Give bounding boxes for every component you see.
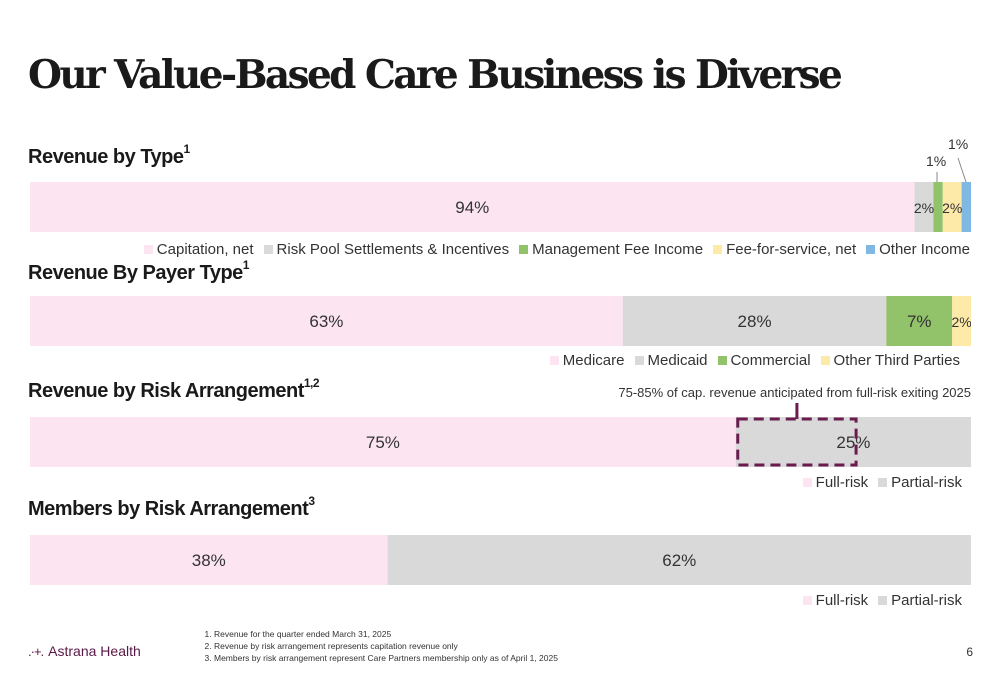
legend-swatch [549, 356, 559, 365]
footnote-2: Revenue by risk arrangement represents c… [214, 640, 558, 652]
legend-swatch [820, 356, 830, 365]
annotation-box [736, 417, 858, 467]
data-label-fee-for-service-net: 2% [942, 200, 962, 216]
legend-label: Fee-for-service, net [726, 241, 857, 258]
bar-segment-full-risk [30, 535, 388, 585]
astrana-logo: .·+. Astrana Health [28, 643, 141, 659]
astrana-logo-icon: .·+. [28, 643, 44, 659]
legend-swatch [802, 596, 812, 605]
legend-label: Management Fee Income [532, 241, 704, 258]
data-label-other-third-parties: 2% [951, 314, 971, 330]
bar-svg-members-by-risk: 38% 62% [30, 535, 971, 585]
bar-svg-revenue-by-payer: 63% 28% 7% 2% [30, 296, 971, 346]
legend-swatch [263, 245, 273, 254]
bar-segment-medicaid [622, 296, 887, 346]
bar-segment-partial-risk [735, 417, 971, 467]
bar-segment-capitation-net [30, 182, 915, 232]
legend-swatch [717, 356, 727, 365]
legend-item-commercial: Commercial [717, 352, 811, 369]
bar-revenue-by-payer: 63% 28% 7% 2% [30, 296, 971, 346]
legend-swatch [143, 245, 153, 254]
chart-title-revenue-by-risk: Revenue by Risk Arrangement1,2 [28, 376, 320, 402]
logo-text: Astrana Health [48, 643, 141, 659]
legend-swatch [519, 245, 529, 254]
legend-swatch [713, 245, 723, 254]
callout-leaders [936, 157, 967, 183]
bar-members-by-risk: 38% 62% [30, 535, 971, 585]
bar-segment-other-third-parties [952, 296, 971, 346]
legend-swatch [634, 356, 644, 365]
legend-label: Other Third Parties [833, 352, 960, 369]
legend-label: Full-risk [815, 592, 869, 609]
chart-title-revenue-by-type: Revenue by Type1 [28, 142, 190, 168]
data-label-risk-pool-settlements-incentives: 2% [914, 200, 934, 216]
legend-item-medicaid: Medicaid [634, 352, 708, 369]
data-label-commercial: 7% [907, 312, 932, 331]
legend-swatch [866, 245, 876, 254]
legend-item-medicare: Medicare [549, 352, 625, 369]
legend-members-by-risk: Full-risk Partial-risk [802, 592, 962, 609]
leader-other-income [957, 157, 967, 183]
bar-revenue-by-type: 94% 2% 2% [30, 182, 971, 232]
data-label-medicaid: 28% [738, 312, 772, 331]
bar-segment-management-fee-income [933, 182, 943, 232]
legend-swatch [878, 478, 888, 487]
bar-revenue-by-risk: 75% 25% [30, 403, 971, 467]
legend-item-partial-risk: Partial-risk [878, 474, 962, 491]
bar-segment-fee-for-service-net [942, 182, 962, 232]
legend-label: Capitation, net [156, 241, 254, 258]
legend-label: Risk Pool Settlements & Incentives [276, 241, 510, 258]
bar-segment-other-income [961, 182, 971, 232]
legend-label: Medicare [562, 352, 625, 369]
legend-item-other-income: Other Income [866, 241, 970, 258]
callout-other-income-label: 1% [948, 136, 969, 152]
legend-label: Medicaid [647, 352, 708, 369]
legend-item-other-third-parties: Other Third Parties [820, 352, 960, 369]
bar-segment-full-risk [30, 417, 736, 467]
legend-item-partial-risk: Partial-risk [878, 592, 962, 609]
legend-swatch [802, 478, 812, 487]
footnote-3: Members by risk arrangement represent Ca… [214, 652, 558, 664]
callout-management-fee-label: 1% [926, 153, 947, 169]
bar-segment-partial-risk [387, 535, 971, 585]
legend-revenue-by-risk: Full-risk Partial-risk [802, 474, 962, 491]
legend-item-fee-for-service-net: Fee-for-service, net [713, 241, 856, 258]
page-title: Our Value-Based Care Business is Diverse [28, 52, 843, 98]
data-label-full-risk: 38% [192, 551, 226, 570]
bar-svg-revenue-by-risk: 75% 25% [30, 403, 971, 467]
chart-title-members-by-risk: Members by Risk Arrangement3 [28, 494, 315, 520]
bar-segment-medicare [30, 296, 623, 346]
bar-segment-risk-pool-settlements-incentives [914, 182, 934, 232]
footnote-1: Revenue for the quarter ended March 31, … [214, 628, 558, 640]
legend-revenue-by-type: Capitation, net Risk Pool Settlements & I… [143, 241, 970, 258]
data-label-partial-risk: 25% [836, 433, 870, 452]
legend-label: Partial-risk [891, 474, 962, 491]
risk-annotation: 75-85% of cap. revenue anticipated from … [618, 385, 971, 400]
data-label-full-risk: 75% [366, 433, 400, 452]
data-label-capitation-net: 94% [455, 198, 489, 217]
legend-label: Other Income [879, 241, 970, 258]
legend-revenue-by-payer: Medicare Medicaid Commercial Other Third Pa… [549, 352, 960, 369]
chart-title-revenue-by-payer: Revenue By Payer Type1 [28, 258, 250, 284]
legend-item-full-risk: Full-risk [802, 592, 869, 609]
footnotes: Revenue for the quarter ended March 31, … [196, 628, 558, 664]
bar-svg-revenue-by-type: 94% 2% 2% [30, 182, 971, 232]
legend-item-full-risk: Full-risk [802, 474, 869, 491]
legend-item-risk-pool-settlements-incentives: Risk Pool Settlements & Incentives [263, 241, 510, 258]
legend-swatch [878, 596, 888, 605]
legend-label: Partial-risk [891, 592, 962, 609]
data-label-medicare: 63% [309, 312, 343, 331]
data-label-partial-risk: 62% [662, 551, 696, 570]
page-number: 6 [966, 645, 973, 659]
legend-item-capitation-net: Capitation, net [143, 241, 254, 258]
legend-label: Full-risk [815, 474, 869, 491]
legend-label: Commercial [730, 352, 811, 369]
bar-segment-commercial [886, 296, 953, 346]
legend-item-management-fee-income: Management Fee Income [519, 241, 703, 258]
